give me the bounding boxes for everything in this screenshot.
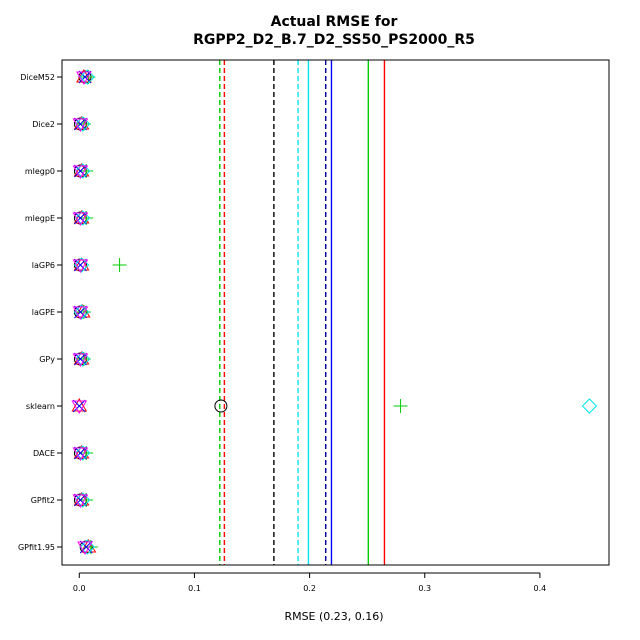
reference-lines — [219, 60, 386, 565]
data-point-triangle-down-59 — [72, 494, 89, 508]
data-point-x-39 — [74, 352, 87, 366]
data-point-triangle-down-65 — [77, 541, 93, 555]
y-tick-label-8: DACE — [33, 449, 55, 458]
x-tick-label-3: 0.3 — [418, 584, 431, 593]
y-tick-label-6: GPy — [39, 355, 55, 364]
data-point-triangle-down-5 — [76, 71, 92, 85]
data-point-x-15 — [74, 164, 87, 178]
data-point-triangle-down-11 — [72, 118, 89, 132]
data-point-x-57 — [74, 493, 87, 507]
y-tick-label-5: laGPE — [32, 308, 55, 317]
data-points — [71, 69, 598, 555]
data-point-x-21 — [74, 211, 87, 225]
y-tick-label-9: GPfit2 — [31, 496, 55, 505]
x-tick-label-1: 0.1 — [188, 584, 201, 593]
data-point-triangle-down-23 — [72, 212, 89, 226]
data-point-diamond-16 — [75, 163, 91, 179]
data-point-triangle-down-47 — [71, 400, 88, 414]
data-point-plus-44 — [393, 399, 408, 413]
y-tick-label-4: laGP6 — [32, 261, 55, 270]
data-point-triangle-1 — [76, 69, 92, 83]
chart-title-line-1: Actual RMSE for — [271, 14, 398, 30]
data-point-triangle-down-29 — [72, 259, 89, 273]
y-tick-label-7: sklearn — [26, 402, 55, 411]
y-axis: DiceM52 Dice2 mlegp0 mlegpE laGP6 laGPE GPy skl… — [18, 73, 62, 552]
data-point-triangle-down-17 — [72, 165, 89, 179]
x-axis-label: RMSE (0.23, 0.16) — [284, 610, 383, 623]
data-point-plus-26 — [112, 258, 127, 272]
y-tick-label-2: mlegp0 — [25, 167, 55, 176]
data-point-diamond-40 — [75, 351, 91, 367]
x-tick-label-2: 0.2 — [303, 584, 316, 593]
data-point-triangle-43 — [71, 398, 88, 412]
data-point-x-45 — [72, 399, 86, 413]
data-point-diamond-22 — [75, 210, 91, 226]
data-point-diamond-64 — [79, 539, 96, 555]
data-point-x-3 — [78, 70, 92, 84]
chart-title-line-2: RGPP2_D2_B.7_D2_SS50_PS2000_R5 — [193, 32, 475, 48]
data-point-triangle-down-41 — [72, 353, 89, 367]
data-point-x-51 — [74, 446, 87, 460]
data-point-diamond-52 — [75, 445, 91, 461]
data-point-triangle-down-53 — [72, 447, 89, 461]
y-tick-label-10: GPfit1.95 — [18, 543, 55, 552]
data-point-diamond-4 — [79, 69, 96, 85]
data-point-x-9 — [74, 117, 87, 131]
y-tick-label-0: DiceM52 — [20, 73, 55, 82]
data-point-diamond-58 — [75, 492, 91, 508]
data-point-diamond-10 — [75, 116, 91, 132]
data-point-triangle-down-35 — [72, 306, 89, 320]
y-tick-label-1: Dice2 — [32, 120, 55, 129]
data-point-diamond-46 — [581, 398, 598, 414]
x-tick-label-4: 0.4 — [534, 584, 547, 593]
y-tick-label-3: mlegpE — [25, 214, 55, 223]
x-axis: 0.0 0.1 0.2 0.3 0.4 — [73, 572, 547, 593]
plot-frame — [61, 59, 610, 566]
x-tick-label-0: 0.0 — [73, 584, 86, 593]
data-point-circle-42 — [214, 399, 228, 413]
